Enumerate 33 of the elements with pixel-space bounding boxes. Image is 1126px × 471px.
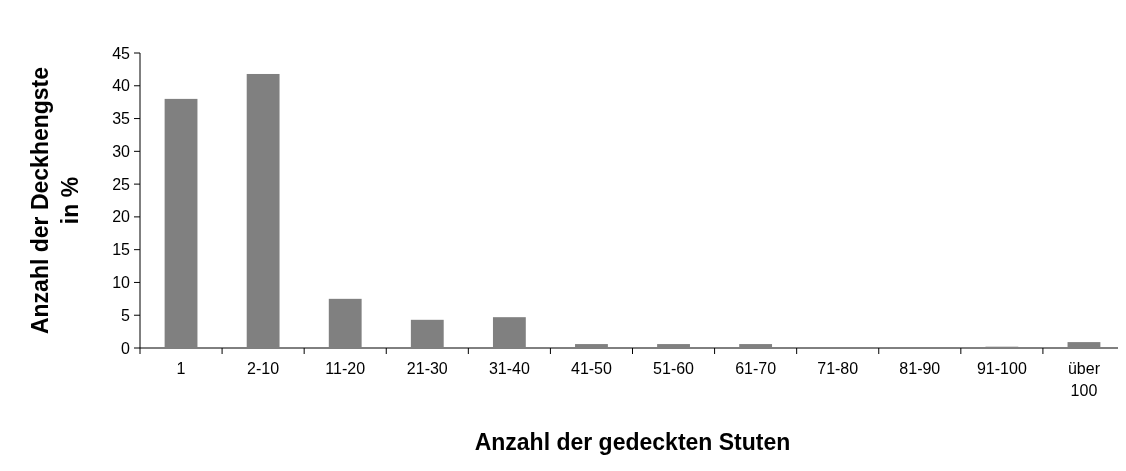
bar xyxy=(246,73,280,348)
y-tick-label: 40 xyxy=(112,77,131,95)
bar xyxy=(575,344,608,348)
bar xyxy=(1067,342,1101,348)
x-tick-label: 2-10 xyxy=(247,360,280,377)
x-tick-label: 51-60 xyxy=(653,360,695,377)
x-tick-label: 41-50 xyxy=(571,360,613,377)
bar xyxy=(410,319,444,348)
y-tick-label: 0 xyxy=(121,339,131,357)
y-tick-label: 5 xyxy=(121,306,131,324)
x-tick-label: 71-80 xyxy=(817,360,859,377)
y-tick-label: 45 xyxy=(112,44,131,62)
y-tick-label: 35 xyxy=(112,110,131,128)
x-axis-title: Anzahl der gedeckten Stuten xyxy=(474,429,791,455)
x-tick-label: 31-40 xyxy=(488,360,530,377)
y-tick-label: 10 xyxy=(112,274,131,292)
x-tick-label: 91-100 xyxy=(976,360,1027,377)
y-tick-label: 30 xyxy=(112,142,131,160)
x-tick-label: 21-30 xyxy=(406,360,448,377)
bar xyxy=(492,317,526,348)
bar xyxy=(657,344,690,348)
bar xyxy=(328,298,362,348)
x-tick-label: 61-70 xyxy=(735,360,777,377)
bar xyxy=(164,98,198,348)
bar xyxy=(739,344,773,348)
y-tick-label: 20 xyxy=(112,208,131,226)
y-axis-title: Anzahl der Deckhengste in % xyxy=(27,66,83,335)
x-tick-label: 11-20 xyxy=(325,360,366,377)
y-tick-label: 25 xyxy=(112,175,131,193)
x-tick-label: über 100 xyxy=(1067,360,1101,399)
x-tick-label: 81-90 xyxy=(899,360,941,377)
y-tick-label: 15 xyxy=(112,241,131,259)
x-tick-label: 1 xyxy=(176,360,186,377)
